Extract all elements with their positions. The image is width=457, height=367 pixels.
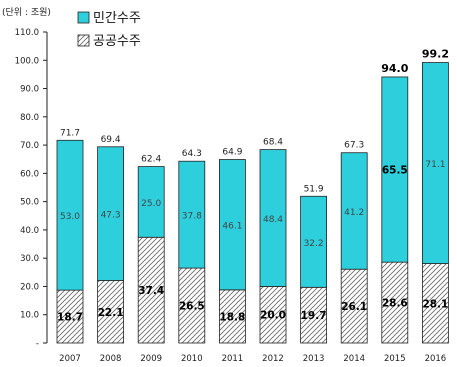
- private-value-label: 53.0: [60, 212, 80, 222]
- public-value-label: 28.1: [422, 298, 448, 310]
- private-value-label: 65.5: [382, 165, 408, 177]
- total-value-label: 69.4: [101, 135, 121, 145]
- y-tick-label: 40.0: [20, 226, 39, 236]
- legend-swatch-public: [77, 34, 90, 47]
- x-tick-label: 2009: [140, 354, 162, 364]
- total-value-label: 64.3: [182, 149, 202, 159]
- unit-label: (단위 : 조원): [2, 7, 51, 18]
- bar-private: [97, 146, 124, 281]
- bar-private: [421, 62, 449, 264]
- public-value-label: 26.5: [179, 301, 205, 313]
- legend-label-public: 공공수주: [93, 34, 141, 49]
- y-tick-label: 20.0: [20, 282, 39, 292]
- bar-private: [218, 159, 246, 291]
- y-tick-label: -: [36, 339, 39, 349]
- private-value-label: 46.1: [222, 222, 242, 232]
- x-tick-label: 2007: [59, 354, 81, 364]
- public-value-label: 37.4: [138, 285, 164, 297]
- y-tick-label: 10.0: [20, 311, 39, 321]
- x-tick-label: 2012: [262, 354, 284, 364]
- y-tick-label: 100.0: [15, 56, 39, 66]
- total-value-label: 51.9: [304, 184, 324, 194]
- public-value-label: 26.1: [341, 301, 367, 313]
- bar-public: [178, 267, 206, 344]
- bar-private: [259, 149, 287, 287]
- total-value-label: 67.3: [344, 141, 364, 151]
- legend: 민간수주 공공수주: [77, 11, 141, 49]
- public-value-label: 20.0: [260, 310, 286, 322]
- x-tick-label: 2016: [425, 354, 447, 364]
- public-value-label: 19.7: [301, 310, 327, 322]
- private-value-label: 37.8: [182, 212, 202, 222]
- bar-private: [178, 160, 206, 269]
- bar-private: [56, 139, 84, 291]
- total-value-label: 62.4: [141, 155, 161, 165]
- bar-public: [97, 280, 124, 344]
- public-value-label: 18.8: [219, 311, 245, 323]
- private-value-label: 32.2: [304, 239, 324, 249]
- public-value-label: 18.7: [57, 312, 83, 324]
- private-value-label: 48.4: [263, 215, 283, 225]
- total-value-label: 68.4: [263, 138, 283, 148]
- bar-public: [340, 268, 368, 344]
- x-tick-label: 2011: [222, 354, 244, 364]
- legend-label-private: 민간수주: [93, 11, 141, 26]
- bar-public: [218, 289, 246, 344]
- y-tick-label: 50.0: [20, 198, 39, 208]
- y-tick-label: 30.0: [20, 254, 39, 264]
- private-value-label: 71.1: [425, 160, 445, 170]
- y-tick-label: 60.0: [20, 169, 39, 179]
- public-value-label: 28.6: [382, 298, 408, 310]
- private-value-label: 41.2: [344, 208, 364, 218]
- x-axis-labels: 2007 2008 2009 2010 2011 2012 2013 2014 2015 2016: [59, 354, 446, 364]
- x-tick-label: 2010: [181, 354, 203, 364]
- total-value-label: 99.2: [422, 48, 449, 61]
- private-value-label: 47.3: [101, 211, 121, 221]
- y-tick-label: 110.0: [15, 28, 39, 38]
- bar-public: [56, 289, 84, 344]
- total-value-label: 71.7: [60, 128, 80, 138]
- bars: 18.7 53.0 71.7 22.1 47.3 69.4 37.4 25.0 62.4 26.5…: [56, 48, 449, 344]
- private-value-label: 25.0: [141, 199, 161, 209]
- total-value-label: 94.0: [381, 62, 408, 75]
- bar-private: [340, 152, 368, 270]
- bar-private: [300, 195, 328, 288]
- y-tick-label: 90.0: [20, 85, 39, 95]
- legend-swatch-private: [77, 11, 90, 24]
- x-tick-label: 2014: [343, 354, 365, 364]
- bar-private: [381, 76, 409, 263]
- y-tick-label: 80.0: [20, 113, 39, 123]
- y-axis-ticks: - 10.0 20.0 30.0 40.0 50.0 60.0 70.0 80.0 90.0 100…: [15, 28, 47, 349]
- bar-private: [137, 166, 165, 238]
- y-tick-label: 70.0: [20, 141, 39, 151]
- bar-public: [381, 261, 409, 344]
- bar-public: [137, 236, 165, 344]
- total-value-label: 64.9: [222, 148, 242, 158]
- x-tick-label: 2013: [303, 354, 325, 364]
- x-tick-label: 2008: [100, 354, 122, 364]
- x-tick-label: 2015: [384, 354, 406, 364]
- bar-public: [300, 286, 328, 344]
- public-value-label: 22.1: [98, 307, 124, 319]
